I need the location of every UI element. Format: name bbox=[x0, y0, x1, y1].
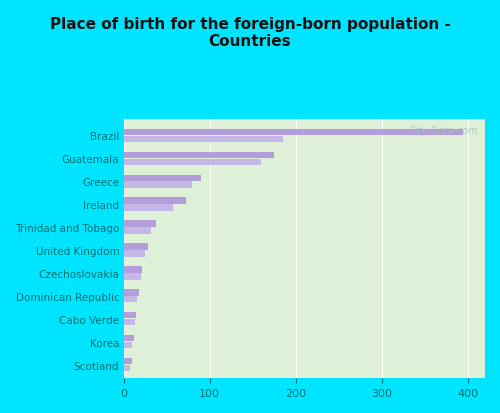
Bar bbox=[124, 129, 464, 136]
Bar bbox=[124, 175, 201, 182]
Bar bbox=[124, 335, 134, 342]
Bar bbox=[124, 296, 138, 303]
Bar bbox=[124, 290, 139, 296]
Bar bbox=[124, 312, 136, 319]
Bar bbox=[124, 251, 145, 257]
Bar bbox=[124, 182, 192, 188]
Bar bbox=[124, 221, 156, 227]
Bar bbox=[124, 205, 174, 211]
Bar bbox=[124, 198, 186, 204]
Bar bbox=[124, 342, 132, 349]
Bar bbox=[124, 266, 142, 273]
Bar bbox=[124, 228, 151, 234]
Text: Place of birth for the foreign-born population -
Countries: Place of birth for the foreign-born popu… bbox=[50, 17, 450, 49]
Bar bbox=[124, 159, 261, 166]
Bar bbox=[124, 136, 283, 143]
Bar bbox=[124, 358, 132, 364]
Bar bbox=[124, 365, 130, 371]
Bar bbox=[124, 319, 134, 325]
Bar bbox=[124, 244, 148, 250]
Text: City-Data.com: City-Data.com bbox=[408, 125, 478, 135]
Bar bbox=[124, 152, 274, 159]
Bar bbox=[124, 273, 141, 280]
